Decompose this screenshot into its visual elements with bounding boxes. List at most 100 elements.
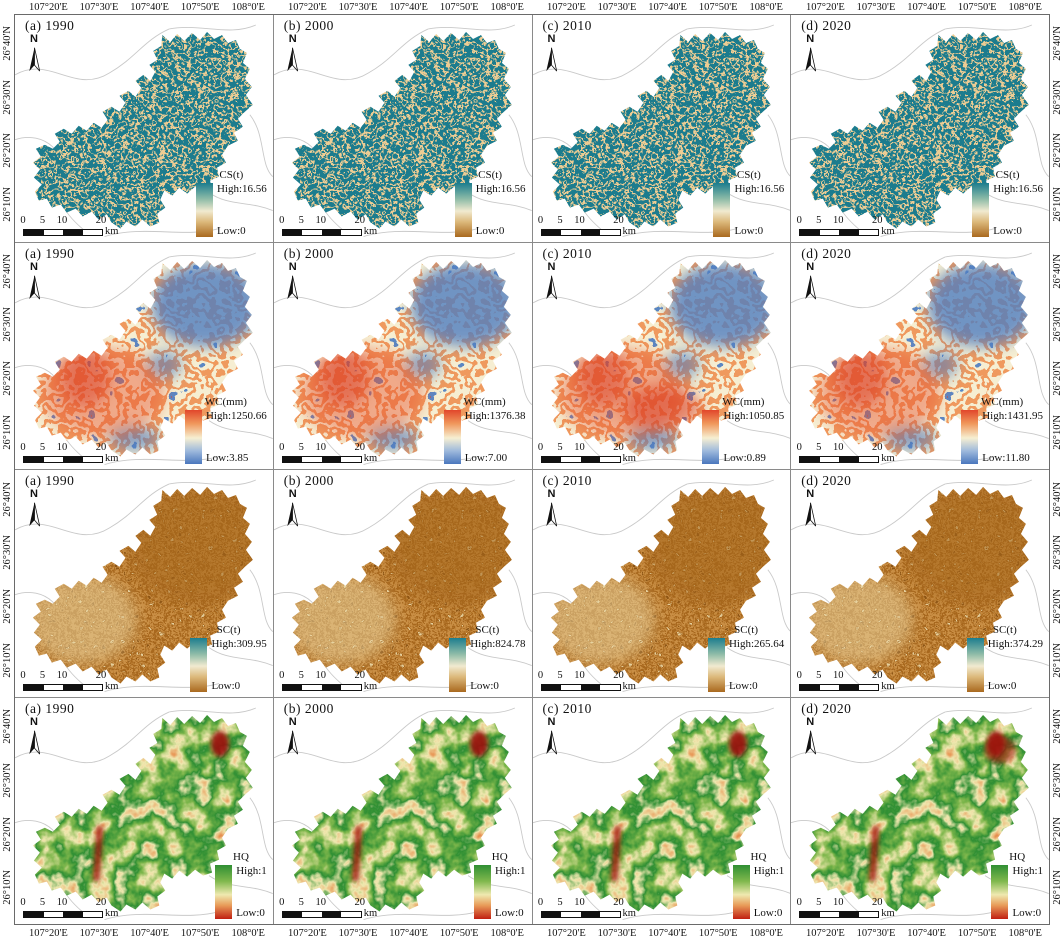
scalebar-bar [281, 456, 362, 463]
scalebar-tick-label: 0 [279, 442, 285, 453]
longitude-tick: 107°20'E [288, 1, 327, 13]
scale-bar: 0 5 10 20 km [537, 897, 641, 919]
panel-year-label: (b) 2000 [283, 473, 334, 488]
scalebar-bar [799, 456, 880, 463]
latitude-tick: 26°10'N [1051, 187, 1063, 222]
north-arrow-icon [287, 47, 299, 72]
longitude-tick: 107°50'E [439, 927, 479, 939]
longitude-tick: 107°50'E [698, 927, 738, 939]
latitude-tick: 26°40'N [1051, 481, 1063, 517]
scalebar-tick-label: 0 [279, 669, 285, 681]
scalebar-tick-label: 5 [557, 669, 563, 681]
scalebar-tick-label: 5 [816, 669, 822, 681]
scalebar-tick-label: 20 [95, 214, 107, 226]
scalebar-unit: km [622, 225, 636, 237]
panel-year-label: (a) 1990 [25, 700, 75, 716]
longitude-group: 107°20'E 107°30'E 107°40'E 107°50'E 108°0'E [791, 0, 1050, 14]
map-panel: (d) 2020 N WC(mm) High:1431.95 Low:11.80… [791, 242, 1049, 469]
panel-year-label: (d) 2020 [801, 700, 852, 716]
latitude-tick: 26°30'N [1051, 79, 1063, 115]
latitude-tick: 26°40'N [1, 709, 13, 744]
north-arrow: N [24, 261, 44, 300]
longitude-tick: 107°40'E [648, 1, 687, 13]
latitude-tick: 26°20'N [1, 133, 13, 169]
north-arrow: N [800, 489, 820, 527]
panel-year-label: (a) 1990 [25, 473, 75, 488]
scale-bar: 0 5 10 20 km [538, 215, 641, 237]
scalebar-tick-label: 10 [833, 442, 844, 453]
sc-spatial-overlay [291, 486, 512, 665]
north-arrow: N [800, 261, 820, 300]
legend-title: SC(t) [992, 623, 1017, 636]
latitude-tick: 26°40'N [1051, 253, 1063, 289]
longitude-tick: 107°50'E [180, 1, 220, 13]
map-canvas [791, 479, 1049, 692]
longitude-tick: 107°50'E [439, 1, 479, 13]
north-arrow: N [283, 261, 303, 300]
map-panel: (c) 2010 N WC(mm) High:1050.85 Low:0.89 … [532, 242, 791, 469]
north-arrow: N [800, 34, 820, 72]
latitude-tick: 26°20'N [1051, 133, 1063, 169]
longitude-tick: 107°30'E [856, 927, 896, 939]
north-arrow: N [542, 261, 562, 300]
north-label: N [30, 33, 38, 45]
map-canvas [273, 24, 532, 237]
scalebar-tick-label: 10 [315, 442, 327, 453]
scalebar-tick-label: 10 [833, 214, 844, 226]
latitude-group: 26°40'N 26°30'N 26°20'N 26°10'N [0, 242, 14, 470]
scalebar-ticks: 0 5 10 20 [279, 442, 365, 454]
legend-gradient-bar [215, 865, 233, 919]
map-legend: WC(mm) High:1431.95 Low:11.80 [961, 396, 1043, 464]
scale-bar: 0 5 10 20 km [20, 669, 123, 692]
map-canvas [791, 24, 1049, 237]
legend-gradient-bar [961, 410, 979, 464]
north-arrow-icon [805, 502, 816, 527]
scalebar-tick-label: 0 [796, 897, 802, 908]
scalebar-tick-label: 0 [537, 442, 544, 453]
scalebar-tick-label: 10 [56, 669, 68, 681]
north-label: N [30, 488, 38, 500]
hq-spatial-overlay [92, 730, 229, 882]
legend-high-value: High:309.95 [211, 637, 267, 650]
legend-low-value: Low:11.80 [982, 452, 1030, 464]
legend-high-value: High:1 [1012, 865, 1043, 877]
longitude-tick: 107°50'E [957, 927, 997, 939]
north-arrow-icon [28, 47, 40, 72]
scalebar-bar [23, 911, 103, 918]
scalebar-tick-label: 10 [833, 669, 844, 681]
longitude-group: 107°20'E 107°30'E 107°40'E 107°50'E 108°0'E [14, 925, 273, 941]
scalebar-unit: km [105, 225, 119, 237]
legend-title: HQ [750, 851, 767, 863]
north-label: N [806, 488, 815, 500]
legend-gradient-bar [190, 637, 208, 692]
legend-high-value: High:1376.38 [464, 410, 526, 422]
scalebar-bar [281, 911, 362, 918]
north-arrow-icon [287, 502, 299, 527]
scalebar-tick-label: 5 [816, 214, 822, 226]
longitude-tick: 108°0'E [231, 1, 265, 13]
scalebar-tick-label: 5 [39, 897, 46, 908]
latitude-tick: 26°20'N [1051, 816, 1063, 852]
latitude-tick: 26°40'N [1051, 709, 1063, 744]
longitude-tick: 107°40'E [130, 1, 169, 13]
legend-gradient-bar [702, 410, 720, 464]
scalebar-bar [799, 911, 880, 918]
legend-high-value: High:265.64 [728, 637, 785, 650]
panel-year-label: (b) 2000 [283, 18, 334, 33]
legend-low-value: Low:0 [211, 679, 241, 692]
latitude-tick: 26°10'N [1, 187, 13, 222]
scalebar-tick-label: 0 [537, 897, 544, 908]
map-legend: CS(t) High:16.56 Low:0 [972, 169, 1043, 237]
scalebar-tick-label: 0 [279, 897, 285, 908]
longitude-tick: 107°20'E [806, 927, 845, 939]
scalebar-ticks: 0 5 10 20 [796, 897, 883, 909]
scalebar-tick-label: 0 [796, 214, 802, 226]
legend-gradient-bar [473, 865, 491, 919]
scalebar-tick-label: 0 [279, 214, 285, 226]
legend-high-value: High:1 [236, 865, 267, 877]
map-canvas [532, 479, 791, 692]
map-legend: HQ High:1 Low:0 [991, 851, 1043, 919]
legend-gradient-bar [732, 865, 750, 919]
panel-year-label: (c) 2010 [542, 473, 592, 488]
longitude-tick: 107°50'E [698, 1, 738, 13]
